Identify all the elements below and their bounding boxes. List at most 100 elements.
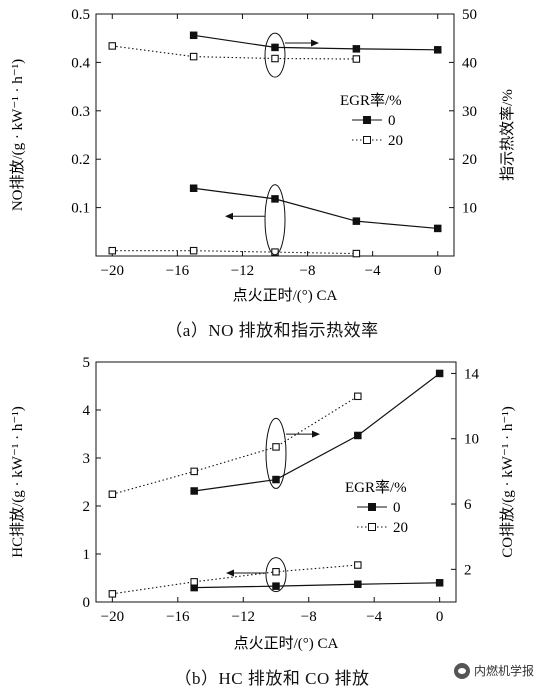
plot-frame [95,361,457,603]
data-point-right-egr-20 [352,55,361,63]
chart-hc-and-co-emission: −20 −16 −12 −8 −4 0 0 1 2 3 4 5 2 6 10 14 点火正时/(°) CA HC排… [9,355,516,652]
x-axis-label: 点火正时/(°) CA [233,287,338,304]
right-y-tick-label: 2 [464,562,472,578]
data-point-right-egr-0 [352,45,361,53]
series-line-left-egr-20 [112,564,358,595]
annotation-arrowhead [225,212,233,220]
series-line-right-egr-20 [112,45,357,60]
left-y-tick-label: 0.3 [71,104,90,120]
left-y-tick-label: 0.1 [71,201,90,217]
data-point-right-egr-0 [354,431,362,440]
data-point-left-egr-20 [189,246,198,255]
legend-label-egr-0: 0 [388,113,396,129]
x-tick-label: −8 [301,609,317,625]
series-line-right-egr-0 [194,372,440,492]
data-point-right-egr-0 [271,43,279,52]
data-point-right-egr-20 [108,42,117,50]
x-tick-label: −20 [101,263,124,279]
x-tick-label: −4 [365,263,381,279]
series-line-left-egr-0 [194,582,440,589]
left-y-tick-label: 0.4 [71,55,90,71]
legend-label-egr-0: 0 [393,500,401,516]
data-point-right-egr-20 [271,54,279,63]
left-y-tick-label: 2 [83,499,91,515]
annotation-ellipse [265,557,287,593]
x-tick-label: 0 [436,609,444,625]
data-point-left-egr-0 [189,184,198,192]
x-tick-label: −12 [231,263,254,279]
data-point-left-egr-20 [271,248,279,256]
annotation-arrowhead [311,39,319,47]
data-point-left-egr-0 [435,579,444,587]
left-y-tick-label: 1 [83,547,91,563]
data-point-right-egr-20 [354,392,362,401]
annotation-arrowhead [226,569,234,577]
x-tick-label: −16 [166,263,190,279]
legend-marker-egr-20 [363,136,371,144]
annotation-arrowhead [312,430,320,438]
data-point-left-egr-20 [190,578,198,586]
series-line-left-egr-20 [112,250,357,255]
right-y-axis-label: 指示热效率/% [499,89,516,181]
data-point-right-egr-20 [108,490,117,498]
series-line-right-egr-20 [112,395,359,495]
left-y-axis-label: HC排放/(g · kW⁻¹ · h⁻¹) [9,406,26,557]
x-tick-label: −4 [366,609,382,625]
right-y-tick-label: 6 [464,497,472,513]
legend-label-egr-20: 20 [388,133,403,149]
watermark: 内燃机学报 [453,662,534,679]
data-point-left-egr-0 [352,217,361,225]
legend-marker-egr-0 [368,503,376,511]
series-line-right-egr-0 [193,34,438,51]
data-point-left-egr-20 [352,249,361,258]
legend-label-egr-20: 20 [393,520,408,536]
data-point-right-egr-0 [190,487,198,495]
right-y-tick-label: 50 [462,7,477,23]
right-y-tick-label: 30 [462,104,477,120]
left-y-tick-label: 4 [83,403,91,419]
legend-marker-egr-0 [363,116,371,124]
series-line-left-egr-0 [193,187,438,230]
plot-frame [95,13,455,257]
left-y-tick-label: 0.2 [71,152,90,168]
data-point-right-egr-0 [435,369,444,378]
data-point-right-egr-0 [433,46,442,54]
legend-title: EGR率/% [345,479,407,496]
data-point-left-egr-0 [271,195,279,203]
right-y-tick-label: 14 [464,366,480,382]
data-point-left-egr-0 [354,580,362,588]
caption-a: （a）NO 排放和指示热效率 [165,321,379,340]
wechat-icon [453,662,470,679]
data-point-left-egr-20 [272,568,280,576]
left-y-tick-label: 0.5 [71,7,90,23]
data-point-left-egr-20 [108,246,117,255]
right-y-tick-label: 10 [462,201,477,217]
x-tick-label: −20 [101,609,124,625]
data-point-right-egr-0 [189,31,198,40]
data-point-left-egr-20 [354,561,362,569]
data-point-right-egr-0 [272,475,280,484]
data-point-right-egr-20 [190,467,198,476]
left-y-axis-label: NO排放/(g · kW⁻¹ · h⁻¹) [9,59,26,211]
left-y-tick-label: 5 [83,355,91,371]
x-tick-label: −16 [166,609,190,625]
annotation-ellipse [264,184,286,256]
chart-no-emission-and-thermal-efficiency: −20 −16 −12 −8 −4 0 0.1 0.2 0.3 0.4 0.5 10 20 30 40 50 点… [9,7,516,304]
watermark-text: 内燃机学报 [473,664,534,678]
annotation-ellipse [265,417,287,489]
legend-title: EGR率/% [340,92,402,109]
data-point-left-egr-20 [108,590,117,598]
right-y-tick-label: 10 [464,432,479,448]
annotation-ellipse [264,32,286,78]
caption-b: （b）HC 排放和 CO 排放 [174,669,370,688]
data-point-left-egr-0 [433,224,442,233]
data-point-right-egr-20 [272,443,280,451]
x-axis-label: 点火正时/(°) CA [234,635,339,652]
left-y-tick-label: 3 [83,451,91,467]
right-y-axis-label: CO排放/(g · kW⁻¹ · h⁻¹) [499,406,516,557]
left-y-tick-label: 0 [83,595,91,611]
legend-marker-egr-20 [368,523,376,531]
data-point-left-egr-0 [272,582,280,590]
data-point-right-egr-20 [189,52,198,61]
